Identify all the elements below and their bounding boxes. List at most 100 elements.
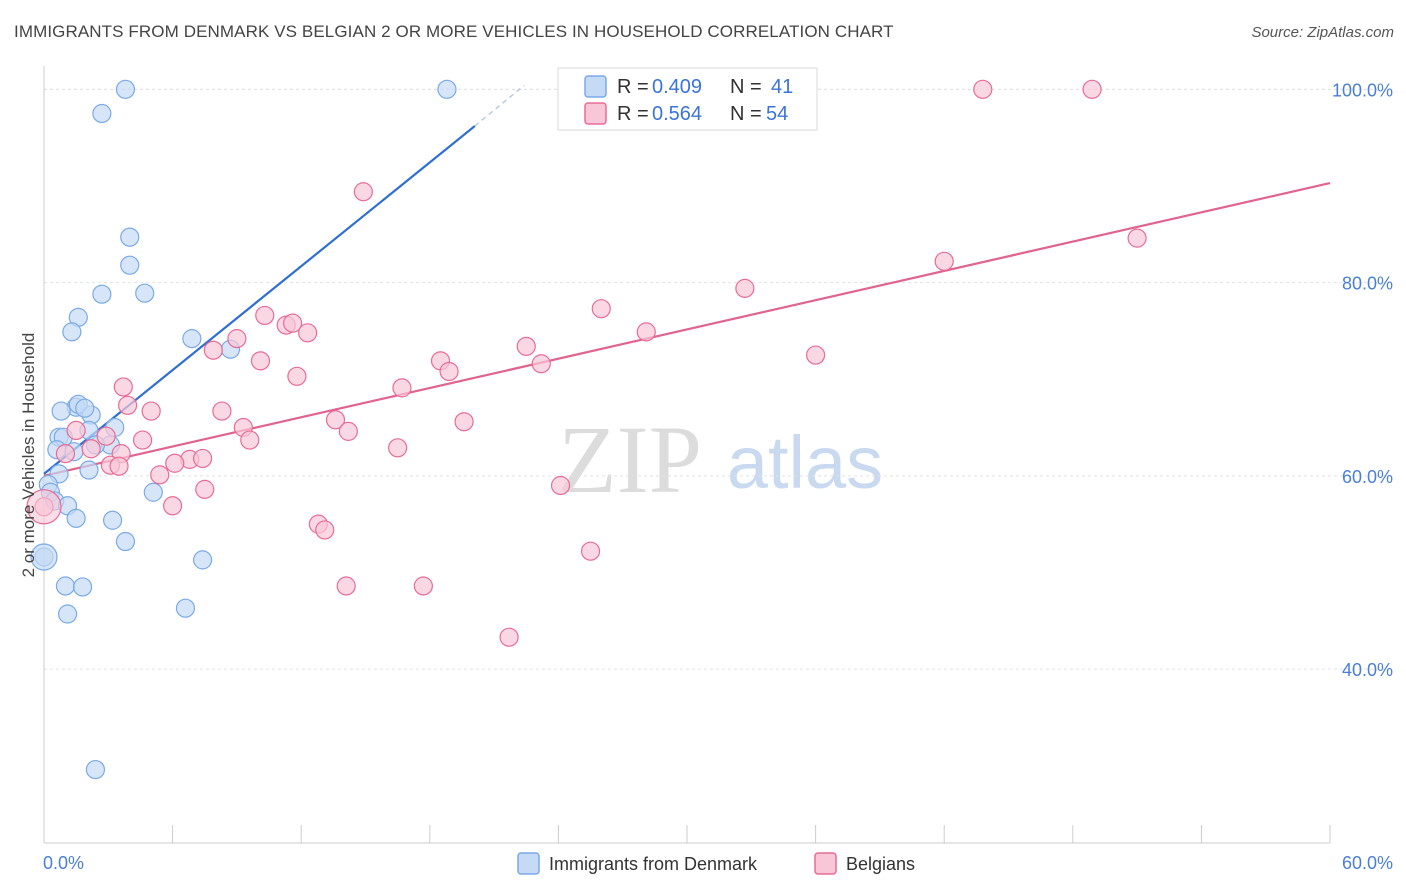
belgians-point <box>240 430 260 450</box>
denmark-point <box>75 398 95 418</box>
axes <box>43 66 1331 844</box>
belgians-point <box>580 541 601 561</box>
belgians-point <box>117 395 138 415</box>
belgians-point <box>934 251 954 271</box>
belgians-point <box>81 439 101 459</box>
x-tick-label: 0.0% <box>43 853 84 873</box>
denmark-swatch <box>584 75 607 98</box>
denmark-n-value: 41 <box>771 76 793 98</box>
belgians-point <box>113 377 133 397</box>
belgians-point <box>1082 79 1102 99</box>
denmark-point <box>115 79 136 99</box>
belgians-point <box>591 299 611 319</box>
y-axis-label: 2 or more Vehicles in Household <box>19 333 38 578</box>
belgians-n-label: N = <box>730 103 762 125</box>
belgians-point <box>227 329 247 349</box>
tick-labels: 40.0% 60.0% 80.0% 100.0% 0.0% 60.0% <box>43 80 1393 873</box>
denmark-point <box>437 79 457 99</box>
watermark-zip: ZIP <box>558 406 702 513</box>
denmark-point <box>92 284 112 304</box>
belgians-point <box>298 323 318 343</box>
denmark-point <box>120 255 140 275</box>
belgians-point <box>550 475 571 496</box>
belgians-point <box>392 378 412 398</box>
belgians-point <box>195 479 215 499</box>
belgians-point <box>193 448 213 469</box>
denmark-point <box>143 482 163 502</box>
belgians-point <box>212 401 232 421</box>
belgians-point <box>531 354 551 374</box>
belgians-point <box>338 421 358 441</box>
belgians-point <box>163 496 183 516</box>
x-tick-label: 60.0% <box>1342 853 1393 873</box>
y-tick-label: 40.0% <box>1342 660 1393 680</box>
y-tick-label: 60.0% <box>1342 467 1393 487</box>
belgians-swatch <box>584 102 607 125</box>
denmark-point <box>62 322 82 342</box>
belgians-point <box>325 410 346 430</box>
belgians-point <box>287 366 307 386</box>
legend-denmark-label: Immigrants from Denmark <box>549 854 758 874</box>
legend-belgians-swatch <box>814 852 837 875</box>
belgians-point <box>388 438 408 458</box>
denmark-point <box>72 577 93 597</box>
belgians-point <box>413 576 433 596</box>
denmark-point <box>175 598 196 618</box>
denmark-n-label: N = <box>730 76 762 98</box>
belgians-point <box>150 465 170 485</box>
y-tick-label: 100.0% <box>1332 80 1393 100</box>
belgians-point <box>735 278 755 298</box>
gridlines <box>44 88 1394 670</box>
belgians-r-value: 0.564 <box>652 103 702 125</box>
denmark-point <box>135 283 155 303</box>
belgians-point <box>283 313 303 333</box>
belgians-point <box>66 420 86 441</box>
legend-belgians-label: Belgians <box>846 854 915 874</box>
data-points <box>26 79 1147 780</box>
belgians-point <box>255 305 275 326</box>
belgians-point <box>1127 228 1147 248</box>
belgians-point <box>132 430 153 450</box>
denmark-point <box>193 550 213 570</box>
legend-denmark-swatch <box>517 852 540 875</box>
belgians-point <box>499 627 519 647</box>
source-label: Source: ZipAtlas.com <box>1251 24 1394 41</box>
denmark-point <box>85 759 106 780</box>
denmark-point <box>102 510 123 530</box>
denmark-point <box>55 576 76 596</box>
trend-lines <box>43 84 1331 477</box>
belgians-r-label: R = <box>617 103 649 125</box>
denmark-point <box>92 103 112 124</box>
denmark-point <box>66 508 86 528</box>
denmark-point <box>120 227 140 247</box>
belgians-point <box>454 412 474 432</box>
belgians-point <box>141 401 161 421</box>
denmark-point <box>79 460 99 480</box>
belgians-point <box>636 322 656 342</box>
chart-title: IMMIGRANTS FROM DENMARK VS BELGIAN 2 OR … <box>14 22 894 41</box>
denmark-r-label: R = <box>617 76 649 98</box>
belgians-point <box>336 576 356 596</box>
belgians-point <box>315 520 335 540</box>
y-tick-label: 80.0% <box>1342 274 1393 294</box>
belgians-point <box>250 351 271 371</box>
belgians-n-value: 54 <box>766 103 788 125</box>
belgians-point <box>96 426 116 446</box>
belgians-point <box>516 336 536 356</box>
denmark-point <box>51 401 71 421</box>
belgians-point <box>109 456 129 476</box>
denmark-trend-line <box>43 125 476 475</box>
denmark-point <box>30 543 58 571</box>
belgians-point <box>805 345 826 365</box>
denmark-point <box>57 604 78 624</box>
belgians-point <box>26 489 62 525</box>
watermark-atlas: atlas <box>727 421 883 504</box>
denmark-trend-extension <box>474 84 525 127</box>
denmark-point <box>182 329 202 349</box>
belgians-point <box>203 340 223 360</box>
belgians-point <box>439 361 459 382</box>
stats-legend: R = 0.409 N = 41 R = 0.564 N = 54 <box>557 67 818 131</box>
belgians-point <box>353 182 373 202</box>
belgians-point <box>973 79 993 99</box>
